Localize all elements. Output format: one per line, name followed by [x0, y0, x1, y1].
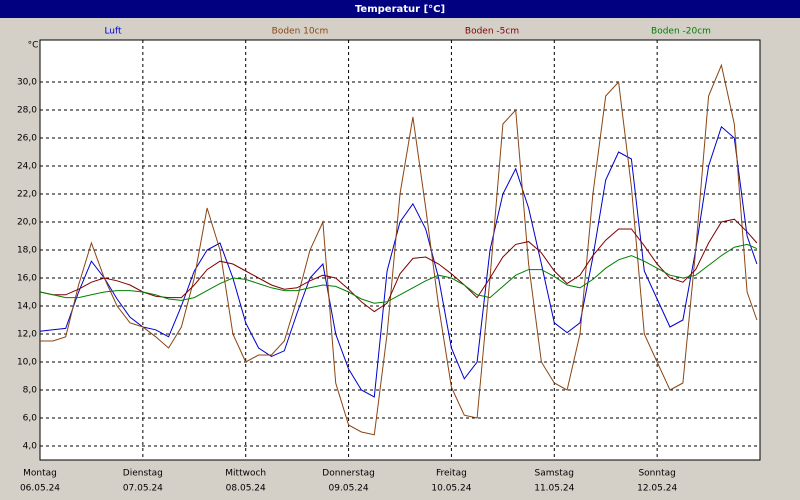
legend-label: Boden -5cm [465, 27, 519, 37]
x-tick-label: Dienstag [123, 469, 163, 479]
y-tick-label: 12,0 [17, 330, 37, 340]
y-tick-label: 18,0 [17, 246, 37, 256]
y-tick-label: 26,0 [17, 134, 37, 144]
series-line [40, 63, 758, 436]
x-tick-date: 08.05.24 [226, 484, 266, 494]
x-tick-date: 07.05.24 [123, 484, 163, 494]
y-tick-label: 24,0 [17, 162, 37, 172]
x-tick-label: Donnerstag [322, 469, 375, 479]
x-tick-date: 09.05.24 [329, 484, 369, 494]
x-tick-date: 11.05.24 [534, 484, 574, 494]
y-unit: °C [28, 41, 39, 51]
y-tick-label: 16,0 [17, 274, 37, 284]
x-tick-date: 12.05.24 [637, 484, 677, 494]
x-tick-date: 06.05.24 [20, 484, 60, 494]
y-tick-label: 14,0 [17, 302, 37, 312]
x-tick-label: Montag [23, 469, 57, 479]
x-tick-label: Mittwoch [225, 469, 266, 479]
x-tick-label: Freitag [436, 469, 467, 479]
series-line [39, 125, 758, 398]
y-tick-label: 22,0 [17, 190, 37, 200]
legend-label: Boden 10cm [272, 27, 329, 37]
series-line [39, 243, 758, 304]
x-tick-label: Sonntag [638, 469, 675, 479]
y-tick-label: 6,0 [23, 414, 38, 424]
y-tick-label: 10,0 [17, 358, 37, 368]
legend-label: Luft [104, 27, 122, 37]
y-tick-label: 8,0 [23, 386, 38, 396]
title-bar [0, 0, 800, 18]
chart-title: Temperatur [°C] [355, 4, 445, 15]
x-tick-date: 10.05.24 [431, 484, 471, 494]
y-tick-label: 28,0 [17, 106, 37, 116]
legend-label: Boden -20cm [651, 27, 711, 37]
y-tick-label: 4,0 [23, 442, 38, 452]
y-tick-label: 20,0 [17, 218, 37, 228]
x-tick-label: Samstag [535, 469, 574, 479]
y-tick-label: 30,0 [17, 78, 37, 88]
